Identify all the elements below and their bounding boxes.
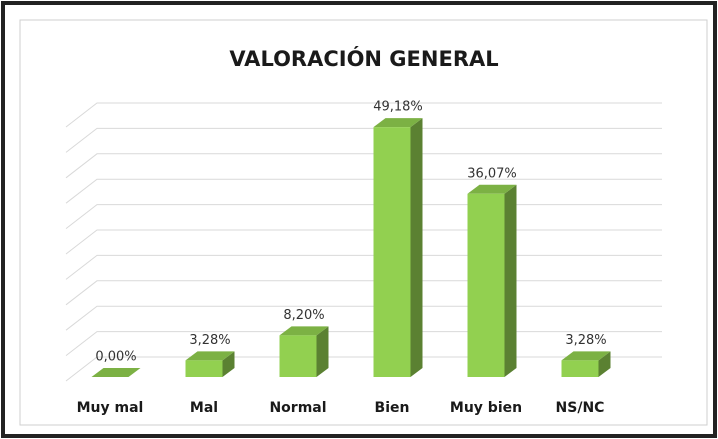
bar-top — [91, 368, 141, 377]
bar-front — [279, 335, 317, 377]
bar-front — [467, 193, 505, 377]
bar-top — [467, 184, 517, 194]
x-tick-label: Muy bien — [450, 400, 522, 416]
x-tick-label: Bien — [375, 400, 410, 416]
bar-side — [598, 351, 611, 377]
chart-title: VALORACIÓN GENERAL — [229, 46, 498, 71]
bar — [279, 326, 329, 377]
bar-top — [561, 351, 611, 361]
bar — [185, 351, 235, 377]
bar-front — [561, 360, 599, 377]
x-tick-label: Mal — [190, 400, 218, 416]
value-label: 3,28% — [565, 333, 606, 348]
x-tick-label: NS/NC — [556, 400, 605, 416]
x-tick-label: Muy mal — [77, 400, 144, 416]
bar — [373, 118, 423, 378]
grid-line — [65, 127, 662, 153]
bar-top — [185, 351, 235, 361]
bar-side — [504, 184, 517, 377]
bar-front — [373, 127, 411, 377]
bar-side — [222, 351, 235, 377]
bar-side — [316, 326, 329, 377]
value-label: 8,20% — [283, 308, 324, 323]
bar-side — [410, 118, 423, 378]
grid-line — [65, 102, 662, 128]
value-label: 0,00% — [95, 350, 136, 365]
bar-top — [279, 326, 329, 336]
grid-line — [65, 178, 662, 204]
value-label: 3,28% — [189, 333, 230, 348]
x-tick-label: Normal — [269, 400, 326, 416]
value-label: 49,18% — [373, 100, 423, 115]
value-label: 36,07% — [467, 166, 517, 181]
grid-line — [65, 153, 662, 179]
bar — [91, 368, 141, 377]
bar — [467, 184, 517, 377]
bar-front — [185, 360, 223, 377]
bar — [561, 351, 611, 377]
bar-top — [373, 118, 423, 128]
